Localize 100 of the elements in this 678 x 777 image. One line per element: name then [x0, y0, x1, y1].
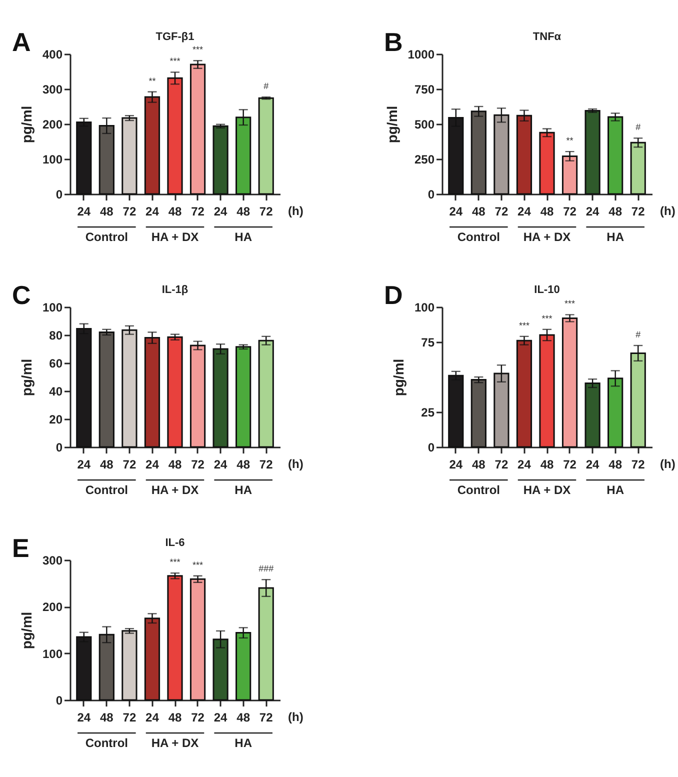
- x-tick-label: 72: [122, 710, 136, 724]
- data-label: ***: [542, 313, 553, 324]
- x-tick-label: 48: [472, 204, 486, 218]
- bar: [539, 334, 555, 448]
- text: HA + DX: [151, 483, 199, 497]
- y-tick-label: 0: [428, 188, 435, 202]
- data-label: ***: [170, 557, 181, 568]
- y-tick-label: 100: [414, 300, 435, 314]
- y-tick-label: 500: [414, 118, 435, 132]
- x-tick-label: 48: [236, 458, 250, 472]
- y-tick-label: 400: [42, 48, 63, 62]
- bar: [167, 77, 183, 195]
- y-tick-label: 100: [42, 646, 63, 661]
- text: Control: [457, 483, 500, 497]
- data-label: ***: [564, 298, 576, 309]
- bar: [144, 618, 160, 701]
- bar: [539, 132, 555, 195]
- x-tick-label: 72: [631, 458, 646, 472]
- x-tick-label: 24: [146, 204, 160, 218]
- chart-title: IL-6: [165, 537, 185, 549]
- x-tick-label: 72: [563, 204, 577, 218]
- y-axis-title: pg/ml: [390, 358, 406, 396]
- data-label: #: [264, 81, 269, 92]
- y-tick-label: 75: [421, 336, 435, 350]
- text: Control: [85, 483, 128, 497]
- text: (h): [660, 457, 676, 471]
- y-tick-label: 20: [49, 412, 63, 426]
- text: HA: [234, 483, 252, 497]
- x-tick-label: 24: [214, 710, 228, 724]
- x-tick-label: 72: [191, 710, 205, 724]
- x-tick-label: 24: [449, 204, 463, 218]
- x-tick-label: 24: [449, 458, 463, 472]
- text: HA + DX: [151, 736, 199, 750]
- y-tick-label: 60: [49, 356, 63, 370]
- text: (h): [288, 204, 304, 218]
- text: E: [12, 533, 30, 563]
- y-tick-label: 300: [42, 554, 63, 568]
- chart-title: TNFα: [532, 31, 562, 43]
- x-tick-label: 72: [122, 458, 136, 472]
- text: Control: [457, 230, 500, 244]
- x-tick-label: 48: [168, 204, 182, 218]
- text: HA + DX: [523, 230, 571, 244]
- y-axis-title: pg/ml: [18, 612, 34, 650]
- bar: [236, 346, 252, 448]
- y-tick-label: 250: [414, 152, 435, 166]
- data-label: ***: [170, 56, 181, 66]
- x-tick-label: 72: [631, 204, 646, 218]
- data-label: **: [566, 136, 574, 146]
- x-tick-label: 24: [77, 204, 91, 218]
- x-tick-label: 72: [494, 204, 508, 218]
- bar: [190, 64, 206, 195]
- bar: [190, 344, 206, 448]
- bar: [236, 632, 252, 701]
- bar: [122, 630, 138, 701]
- data-label: #: [636, 122, 641, 132]
- bar: [258, 340, 274, 448]
- text: HA: [606, 483, 624, 497]
- text: HA + DX: [151, 230, 199, 244]
- x-tick-label: 48: [168, 710, 182, 724]
- x-tick-label: 48: [608, 458, 622, 472]
- x-tick-label: 72: [191, 204, 205, 218]
- bar: [144, 337, 160, 448]
- y-tick-label: 200: [42, 600, 63, 614]
- y-tick-label: 0: [56, 188, 63, 202]
- y-axis-title: pg/ml: [18, 106, 34, 144]
- bar: [516, 340, 532, 448]
- bar: [122, 329, 138, 448]
- bar: [122, 117, 138, 195]
- y-tick-label: 40: [49, 384, 63, 398]
- bar: [212, 348, 228, 448]
- x-tick-label: 24: [214, 204, 228, 218]
- bar: [167, 336, 183, 448]
- chart-title: IL-10: [534, 284, 560, 296]
- x-tick-label: 48: [236, 204, 250, 218]
- y-axis-title: pg/ml: [384, 106, 400, 144]
- x-tick-label: 48: [100, 458, 114, 472]
- y-tick-label: 200: [42, 118, 63, 132]
- x-tick-label: 72: [259, 458, 274, 472]
- data-label: ###: [258, 564, 274, 574]
- bar: [258, 97, 274, 195]
- text: Control: [85, 736, 128, 750]
- y-tick-label: 25: [421, 406, 435, 420]
- bar: [516, 114, 532, 195]
- x-tick-label: 24: [518, 458, 532, 472]
- y-tick-label: 80: [49, 328, 63, 342]
- text: (h): [660, 204, 676, 218]
- bar: [562, 317, 578, 448]
- text: (h): [288, 457, 304, 471]
- text: Control: [85, 230, 128, 244]
- x-tick-label: 72: [259, 204, 274, 218]
- text: B: [384, 27, 403, 57]
- x-tick-label: 24: [518, 204, 532, 218]
- y-tick-label: 0: [56, 694, 63, 708]
- x-tick-label: 72: [191, 458, 205, 472]
- y-tick-label: 0: [428, 440, 435, 454]
- x-tick-label: 24: [586, 458, 600, 472]
- chart-title: IL-1β: [162, 284, 188, 296]
- text: D: [384, 280, 403, 310]
- x-tick-label: 24: [214, 458, 228, 472]
- text: A: [12, 27, 31, 57]
